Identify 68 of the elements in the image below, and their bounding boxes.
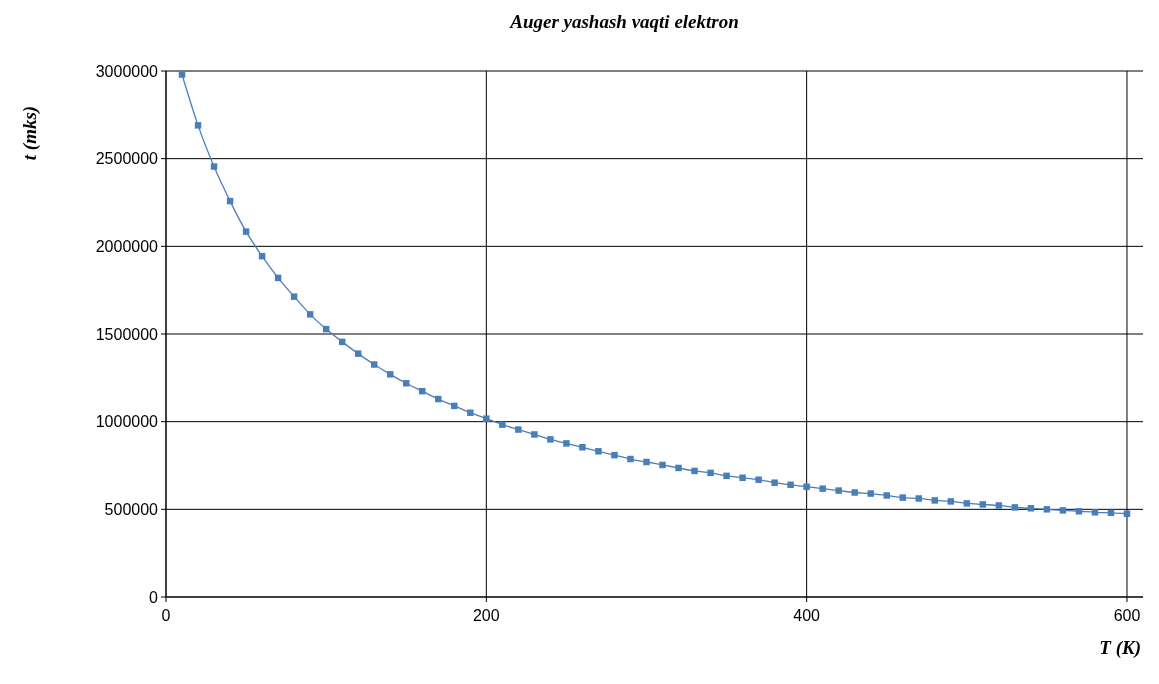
point bbox=[435, 395, 442, 403]
x-axis-title: T (K) bbox=[1099, 637, 1141, 659]
point bbox=[1011, 504, 1019, 511]
point bbox=[899, 494, 906, 501]
point bbox=[627, 455, 634, 463]
point bbox=[1123, 510, 1131, 517]
point bbox=[178, 71, 186, 78]
point bbox=[515, 426, 522, 433]
point bbox=[755, 476, 762, 483]
point bbox=[947, 498, 955, 505]
point bbox=[242, 228, 250, 235]
point bbox=[883, 492, 890, 499]
y-tick-label: 2500000 bbox=[95, 150, 159, 168]
point bbox=[931, 497, 939, 504]
point bbox=[675, 464, 682, 472]
y-tick-label: 500000 bbox=[104, 500, 159, 518]
point bbox=[451, 402, 458, 410]
x-tick-label: 200 bbox=[472, 607, 500, 624]
y-tick-label: 3000000 bbox=[95, 62, 159, 80]
point bbox=[995, 502, 1003, 509]
point bbox=[1059, 507, 1067, 514]
point bbox=[210, 163, 218, 170]
x-tick-label: 0 bbox=[161, 607, 171, 624]
point bbox=[691, 467, 698, 475]
y-tick-label: 1000000 bbox=[95, 413, 159, 431]
point bbox=[579, 444, 586, 451]
point bbox=[595, 448, 602, 455]
point bbox=[867, 490, 874, 497]
point bbox=[803, 483, 810, 490]
point bbox=[819, 485, 826, 492]
point bbox=[611, 451, 618, 459]
point bbox=[194, 122, 202, 129]
point bbox=[643, 458, 650, 466]
y-tick-label: 1500000 bbox=[95, 325, 159, 343]
point bbox=[354, 350, 362, 357]
point bbox=[1027, 505, 1035, 512]
point bbox=[531, 431, 538, 438]
point bbox=[707, 469, 714, 477]
y-tick-label: 0 bbox=[149, 588, 159, 606]
point bbox=[963, 500, 971, 507]
point bbox=[659, 461, 666, 469]
point bbox=[979, 501, 987, 508]
point bbox=[547, 436, 554, 443]
x-tick-label: 600 bbox=[1113, 607, 1141, 624]
point bbox=[483, 415, 490, 422]
point bbox=[1075, 508, 1083, 515]
point bbox=[739, 474, 746, 482]
point bbox=[915, 495, 923, 502]
point bbox=[723, 472, 730, 480]
point bbox=[835, 487, 842, 494]
chart-title: Auger yashash vaqti elektron bbox=[509, 11, 739, 32]
y-axis-title: t (mks) bbox=[19, 105, 41, 161]
point bbox=[290, 293, 298, 300]
point bbox=[787, 481, 794, 489]
point bbox=[306, 311, 314, 318]
point bbox=[386, 371, 394, 378]
point bbox=[771, 479, 778, 486]
point bbox=[499, 421, 506, 428]
point bbox=[419, 387, 426, 395]
point bbox=[563, 440, 570, 447]
y-tick-label: 2000000 bbox=[95, 237, 159, 255]
point bbox=[851, 489, 858, 496]
point bbox=[1043, 506, 1051, 513]
point bbox=[370, 361, 378, 368]
point bbox=[403, 380, 410, 387]
x-tick-label: 400 bbox=[793, 607, 821, 624]
point bbox=[467, 409, 474, 416]
point bbox=[1091, 509, 1099, 516]
